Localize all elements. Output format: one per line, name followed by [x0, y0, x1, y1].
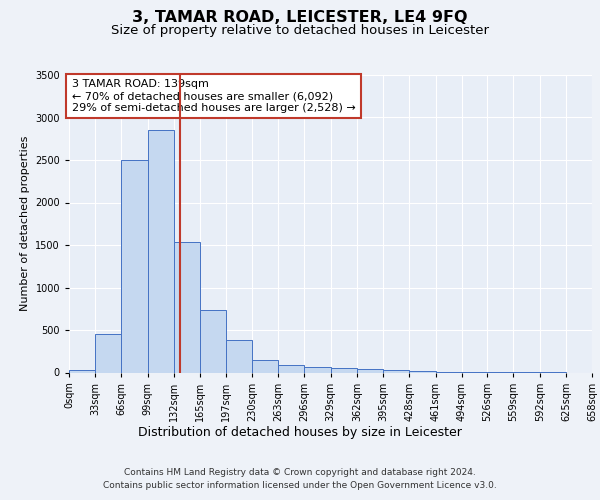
Bar	[409, 371, 436, 372]
Bar	[174, 242, 200, 372]
Text: Contains public sector information licensed under the Open Government Licence v3: Contains public sector information licen…	[103, 482, 497, 490]
Text: 3 TAMAR ROAD: 139sqm
← 70% of detached houses are smaller (6,092)
29% of semi-de: 3 TAMAR ROAD: 139sqm ← 70% of detached h…	[71, 80, 355, 112]
Bar	[226, 340, 252, 372]
Bar	[383, 370, 409, 372]
Bar	[278, 365, 304, 372]
Text: Distribution of detached houses by size in Leicester: Distribution of detached houses by size …	[138, 426, 462, 439]
Bar	[69, 370, 95, 372]
Bar	[252, 360, 278, 372]
Bar	[148, 130, 174, 372]
Bar	[200, 310, 226, 372]
Y-axis label: Number of detached properties: Number of detached properties	[20, 136, 29, 312]
Text: Contains HM Land Registry data © Crown copyright and database right 2024.: Contains HM Land Registry data © Crown c…	[124, 468, 476, 477]
Text: 3, TAMAR ROAD, LEICESTER, LE4 9FQ: 3, TAMAR ROAD, LEICESTER, LE4 9FQ	[132, 10, 468, 25]
Bar	[304, 368, 331, 372]
Bar	[331, 368, 357, 372]
Bar	[121, 160, 148, 372]
Bar	[95, 334, 121, 372]
Bar	[357, 368, 383, 372]
Text: Size of property relative to detached houses in Leicester: Size of property relative to detached ho…	[111, 24, 489, 37]
